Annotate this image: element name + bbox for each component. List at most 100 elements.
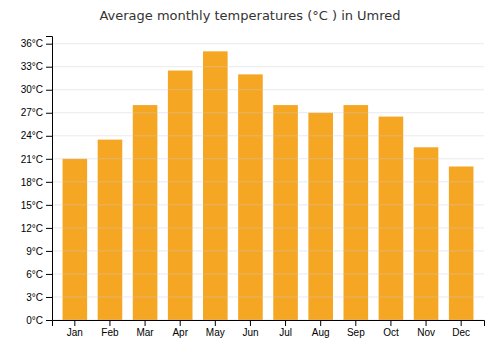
y-tick-mark <box>46 159 52 160</box>
x-tick-label: Sep <box>347 327 365 338</box>
y-tick-mark <box>46 228 52 229</box>
x-tick-label: Apr <box>172 327 188 338</box>
y-axis: 0°C 3°C 6°C 9°C 12°C 15°C 18°C 21°C 24°C 27°C 30°C… <box>21 37 53 326</box>
x-tick-label: Aug <box>312 327 330 338</box>
x-axis-line <box>53 321 485 327</box>
chart: Average monthly temperatures (°C ) in Um… <box>0 0 500 350</box>
x-tick-mark <box>355 320 356 326</box>
x-tick: Dec <box>452 320 470 338</box>
grid-line <box>52 66 484 67</box>
x-tick-mark <box>180 320 181 326</box>
y-tick: 33°C <box>21 61 52 72</box>
bar <box>344 105 369 320</box>
y-tick: 36°C <box>21 38 52 49</box>
x-tick-label: Mar <box>136 327 154 338</box>
x-tick-mark <box>250 320 251 326</box>
bar <box>133 105 158 320</box>
x-tick: Jul <box>279 320 292 338</box>
x-tick: Sep <box>347 320 365 338</box>
y-tick-mark <box>46 274 52 275</box>
y-tick-label: 24°C <box>21 130 43 141</box>
bars <box>63 51 474 320</box>
y-tick-mark <box>46 251 52 252</box>
y-tick-mark <box>46 113 52 114</box>
grid-line <box>52 89 484 90</box>
y-tick-label: 9°C <box>26 246 43 257</box>
grid-line <box>52 250 484 251</box>
x-tick-label: Dec <box>452 327 470 338</box>
y-tick-mark <box>46 44 52 45</box>
grid-line <box>52 227 484 228</box>
x-tick-mark <box>320 320 321 326</box>
bar <box>203 51 228 320</box>
y-tick: 27°C <box>21 107 52 118</box>
bar <box>308 113 333 320</box>
grid-line <box>52 112 484 113</box>
y-tick-label: 27°C <box>21 107 43 118</box>
x-tick-label: Jan <box>67 327 83 338</box>
x-tick-label: Nov <box>417 327 435 338</box>
y-tick-label: 6°C <box>26 269 43 280</box>
y-tick-label: 30°C <box>21 84 43 95</box>
grid-line <box>52 135 484 136</box>
y-axis-line <box>46 37 53 321</box>
x-tick-mark <box>461 320 462 326</box>
bar <box>238 74 263 320</box>
y-tick: 3°C <box>26 292 52 303</box>
title: Average monthly temperatures (°C ) in Um… <box>99 8 400 23</box>
x-axis: Jan Feb Mar Apr May Jun Jul Aug Sep Oct Nov Dec <box>53 320 485 338</box>
x-tick: Mar <box>136 320 154 338</box>
bar <box>63 159 88 320</box>
grid <box>52 44 484 320</box>
bar <box>273 105 298 320</box>
y-tick: 30°C <box>21 84 52 95</box>
grid-line <box>52 181 484 182</box>
x-tick-label: Jun <box>242 327 258 338</box>
y-tick: 24°C <box>21 130 52 141</box>
y-tick-mark <box>46 136 52 137</box>
y-tick-label: 21°C <box>21 154 43 165</box>
grid-line <box>52 273 484 274</box>
grid-line <box>52 296 484 297</box>
y-tick-mark <box>46 67 52 68</box>
bar <box>98 140 123 320</box>
y-tick-label: 18°C <box>21 177 43 188</box>
y-tick-mark <box>46 90 52 91</box>
x-tick: Jun <box>242 320 258 338</box>
x-tick-mark <box>426 320 427 326</box>
x-tick: Oct <box>383 320 399 338</box>
grid-line <box>52 204 484 205</box>
x-tick-label: Feb <box>101 327 119 338</box>
plot: 0°C 3°C 6°C 9°C 12°C 15°C 18°C 21°C 24°C 27°C 30°C… <box>21 37 485 339</box>
y-tick: 21°C <box>21 154 52 165</box>
y-tick-mark <box>46 205 52 206</box>
y-tick-label: 36°C <box>21 38 43 49</box>
y-tick-mark <box>46 182 52 183</box>
x-tick-label: Oct <box>383 327 399 338</box>
x-tick: Nov <box>417 320 435 338</box>
x-tick: May <box>206 320 225 338</box>
grid-line <box>52 158 484 159</box>
bar <box>168 71 193 320</box>
x-tick: Apr <box>172 320 188 338</box>
y-tick: 18°C <box>21 177 52 188</box>
x-tick-mark <box>109 320 110 326</box>
y-tick-label: 33°C <box>21 61 43 72</box>
x-tick-mark <box>145 320 146 326</box>
y-tick-label: 12°C <box>21 223 43 234</box>
x-tick-mark <box>215 320 216 326</box>
y-tick: 0°C <box>26 315 52 326</box>
y-tick: 9°C <box>26 246 52 257</box>
x-tick-mark <box>285 320 286 326</box>
x-tick-mark <box>74 320 75 326</box>
x-tick-mark <box>390 320 391 326</box>
y-tick: 12°C <box>21 223 52 234</box>
x-tick: Jan <box>67 320 83 338</box>
y-tick-label: 3°C <box>26 292 43 303</box>
bar <box>379 117 404 320</box>
bar <box>414 147 439 320</box>
y-tick-label: 0°C <box>26 315 43 326</box>
y-tick-label: 15°C <box>21 200 43 211</box>
y-tick: 15°C <box>21 200 52 211</box>
grid-line <box>52 43 484 44</box>
